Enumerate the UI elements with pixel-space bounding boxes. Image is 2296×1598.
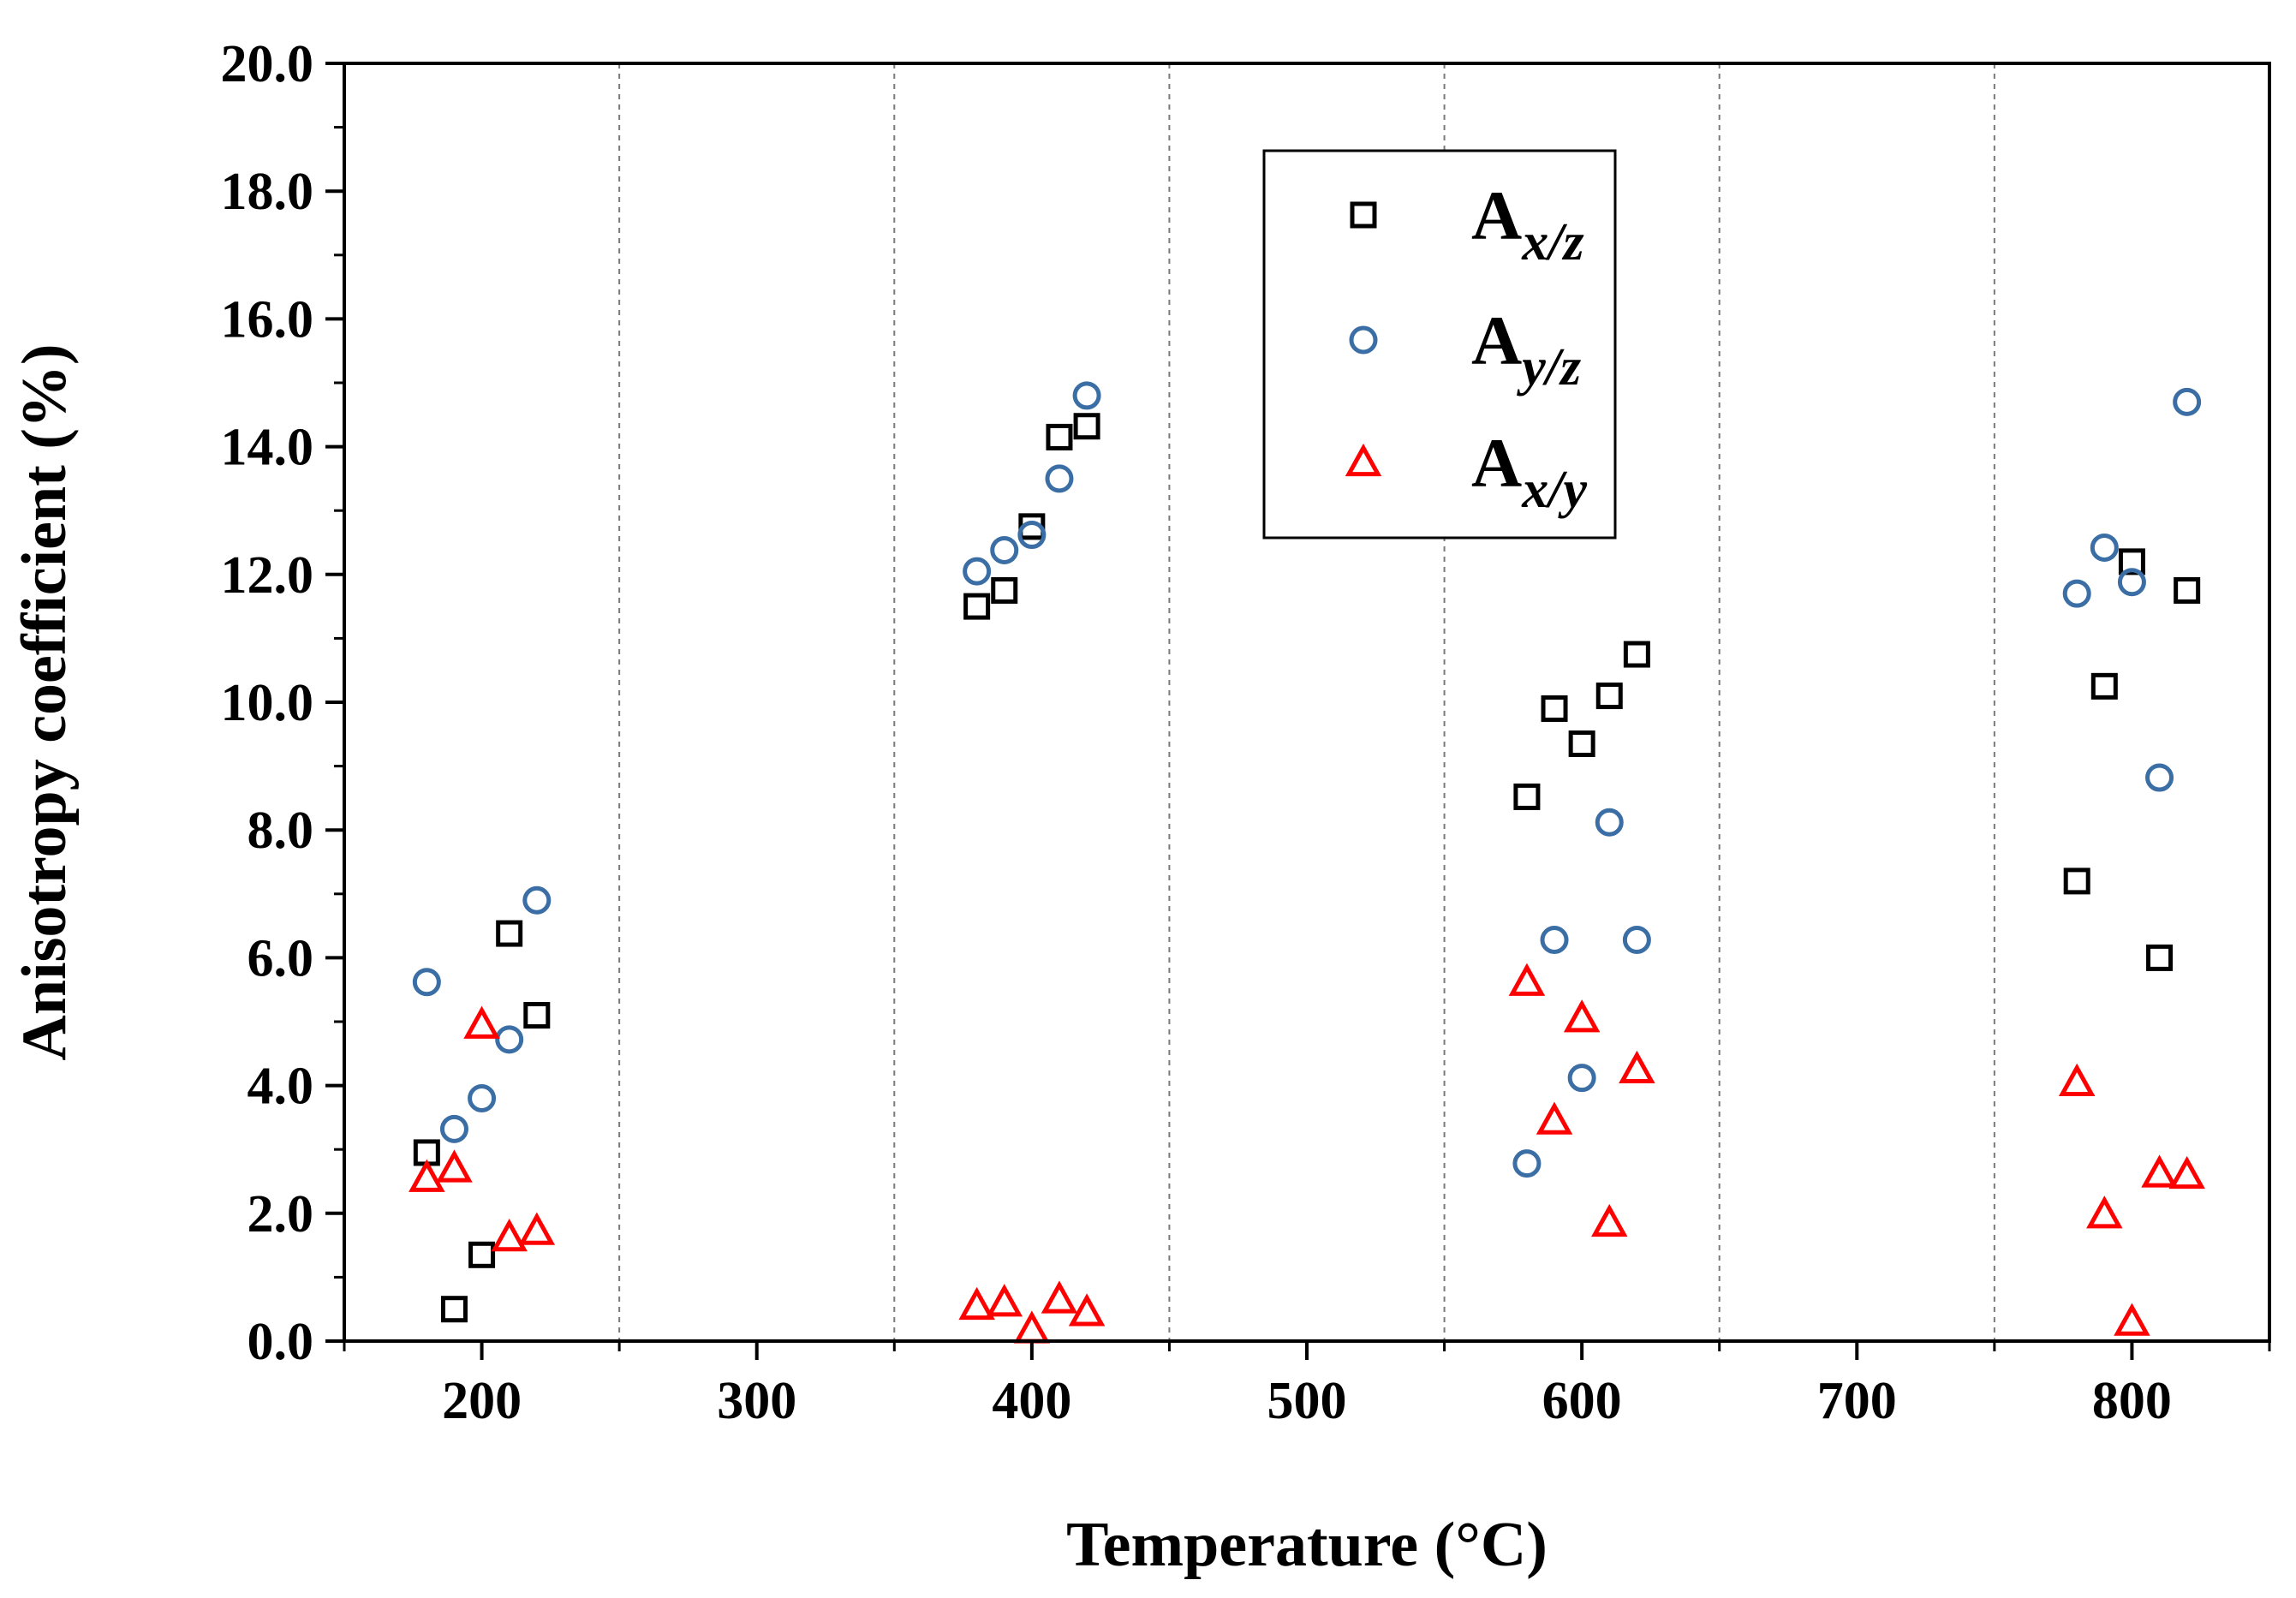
data-point-circle <box>1622 926 1651 955</box>
data-point-triangle <box>518 1212 556 1245</box>
data-point-square <box>2090 672 2118 700</box>
data-point-triangle <box>2168 1155 2205 1190</box>
data-point-square <box>523 1002 551 1029</box>
legend-marker-circle <box>1349 325 1378 355</box>
data-point-triangle <box>1041 1280 1078 1314</box>
data-point-circle <box>2145 763 2174 792</box>
y-axis-title: Anisotropy coefficient (%) <box>9 343 80 1060</box>
data-point-circle <box>522 885 552 915</box>
data-point-triangle <box>1536 1101 1573 1135</box>
y-tick-label: 20.0 <box>221 35 314 93</box>
data-point-circle <box>495 1025 524 1054</box>
data-point-square <box>2174 576 2201 604</box>
data-point-triangle <box>1508 963 1546 996</box>
data-point-circle <box>1567 1064 1596 1093</box>
data-point-triangle <box>1591 1203 1628 1237</box>
x-tick-label: 500 <box>1267 1372 1347 1430</box>
data-markers <box>409 381 2205 1344</box>
data-point-triangle <box>1619 1050 1655 1084</box>
legend-box <box>1262 149 1617 540</box>
data-point-square <box>2063 868 2090 895</box>
legend-label-subscript: x/y <box>1521 461 1587 519</box>
y-tick-label: 2.0 <box>247 1185 314 1243</box>
data-point-circle <box>2090 533 2119 562</box>
data-point-triangle <box>491 1219 528 1252</box>
data-point-circle <box>1595 808 1624 837</box>
data-point-circle <box>439 1114 468 1143</box>
data-point-triangle <box>2114 1303 2150 1336</box>
data-point-circle <box>412 968 441 997</box>
x-tick-label: 200 <box>442 1372 522 1430</box>
legend-label-subscript: x/z <box>1521 213 1583 271</box>
data-point-square <box>1541 695 1568 722</box>
data-point-triangle <box>463 1005 500 1039</box>
data-point-triangle <box>2058 1063 2096 1096</box>
y-tick-label: 8.0 <box>247 802 314 860</box>
data-point-square <box>2118 548 2145 575</box>
data-point-square <box>2146 944 2174 971</box>
y-tick-label: 10.0 <box>221 674 314 732</box>
data-point-triangle <box>2086 1196 2123 1229</box>
data-point-square <box>1623 641 1650 668</box>
data-point-triangle <box>986 1284 1023 1317</box>
data-point-circle <box>990 535 1019 564</box>
data-point-circle <box>468 1084 497 1113</box>
data-point-triangle <box>2141 1154 2178 1188</box>
y-tick-label: 14.0 <box>221 419 314 477</box>
tick-labels: 200 300 400 500 600 700 800 0.0 2.0 4.0 6.0 8.0 10.0… <box>221 35 2172 1430</box>
data-point-circle <box>1045 464 1074 493</box>
x-tick-label: 800 <box>2092 1372 2172 1430</box>
grid-lines <box>618 63 1995 1341</box>
x-tick-label: 300 <box>717 1372 796 1430</box>
data-point-triangle <box>409 1159 445 1192</box>
legend: Ax/zAy/zAx/y <box>1262 149 1617 540</box>
data-point-square <box>963 593 991 620</box>
x-tick-label: 400 <box>992 1372 1071 1430</box>
data-point-circle <box>2173 387 2202 416</box>
y-tick-label: 18.0 <box>221 163 314 221</box>
legend-marker-triangle <box>1345 443 1382 477</box>
x-tick-label: 700 <box>1817 1372 1897 1430</box>
data-point-square <box>468 1241 496 1268</box>
data-point-square <box>1513 783 1541 810</box>
data-point-circle <box>1017 521 1047 550</box>
y-tick-label: 0.0 <box>247 1313 314 1371</box>
data-point-triangle <box>436 1149 473 1183</box>
data-point-circle <box>1072 381 1101 410</box>
data-point-square <box>440 1296 468 1323</box>
data-point-square <box>1568 730 1595 757</box>
data-point-square <box>1046 423 1073 450</box>
data-point-circle <box>963 557 992 586</box>
y-tick-label: 16.0 <box>221 290 314 349</box>
x-tick-label: 600 <box>1542 1372 1622 1430</box>
x-axis-title: Temperature (°C) <box>1066 1510 1548 1580</box>
data-point-circle <box>2062 579 2091 608</box>
y-tick-label: 6.0 <box>247 929 314 987</box>
data-point-square <box>1073 413 1100 440</box>
y-tick-label: 4.0 <box>247 1058 314 1116</box>
data-point-square <box>496 920 523 947</box>
data-point-circle <box>1512 1149 1542 1178</box>
data-point-triangle <box>1563 999 1601 1033</box>
data-point-circle <box>2117 568 2146 597</box>
data-point-circle <box>1540 926 1569 955</box>
axis-ticks <box>325 62 2271 1360</box>
data-point-triangle <box>958 1286 995 1321</box>
data-point-square <box>991 576 1018 604</box>
legend-marker-square <box>1350 201 1377 229</box>
legend-label-subscript: y/z <box>1516 338 1581 397</box>
data-point-triangle <box>1068 1293 1106 1327</box>
data-point-square <box>1595 683 1623 710</box>
y-tick-label: 12.0 <box>221 546 314 605</box>
